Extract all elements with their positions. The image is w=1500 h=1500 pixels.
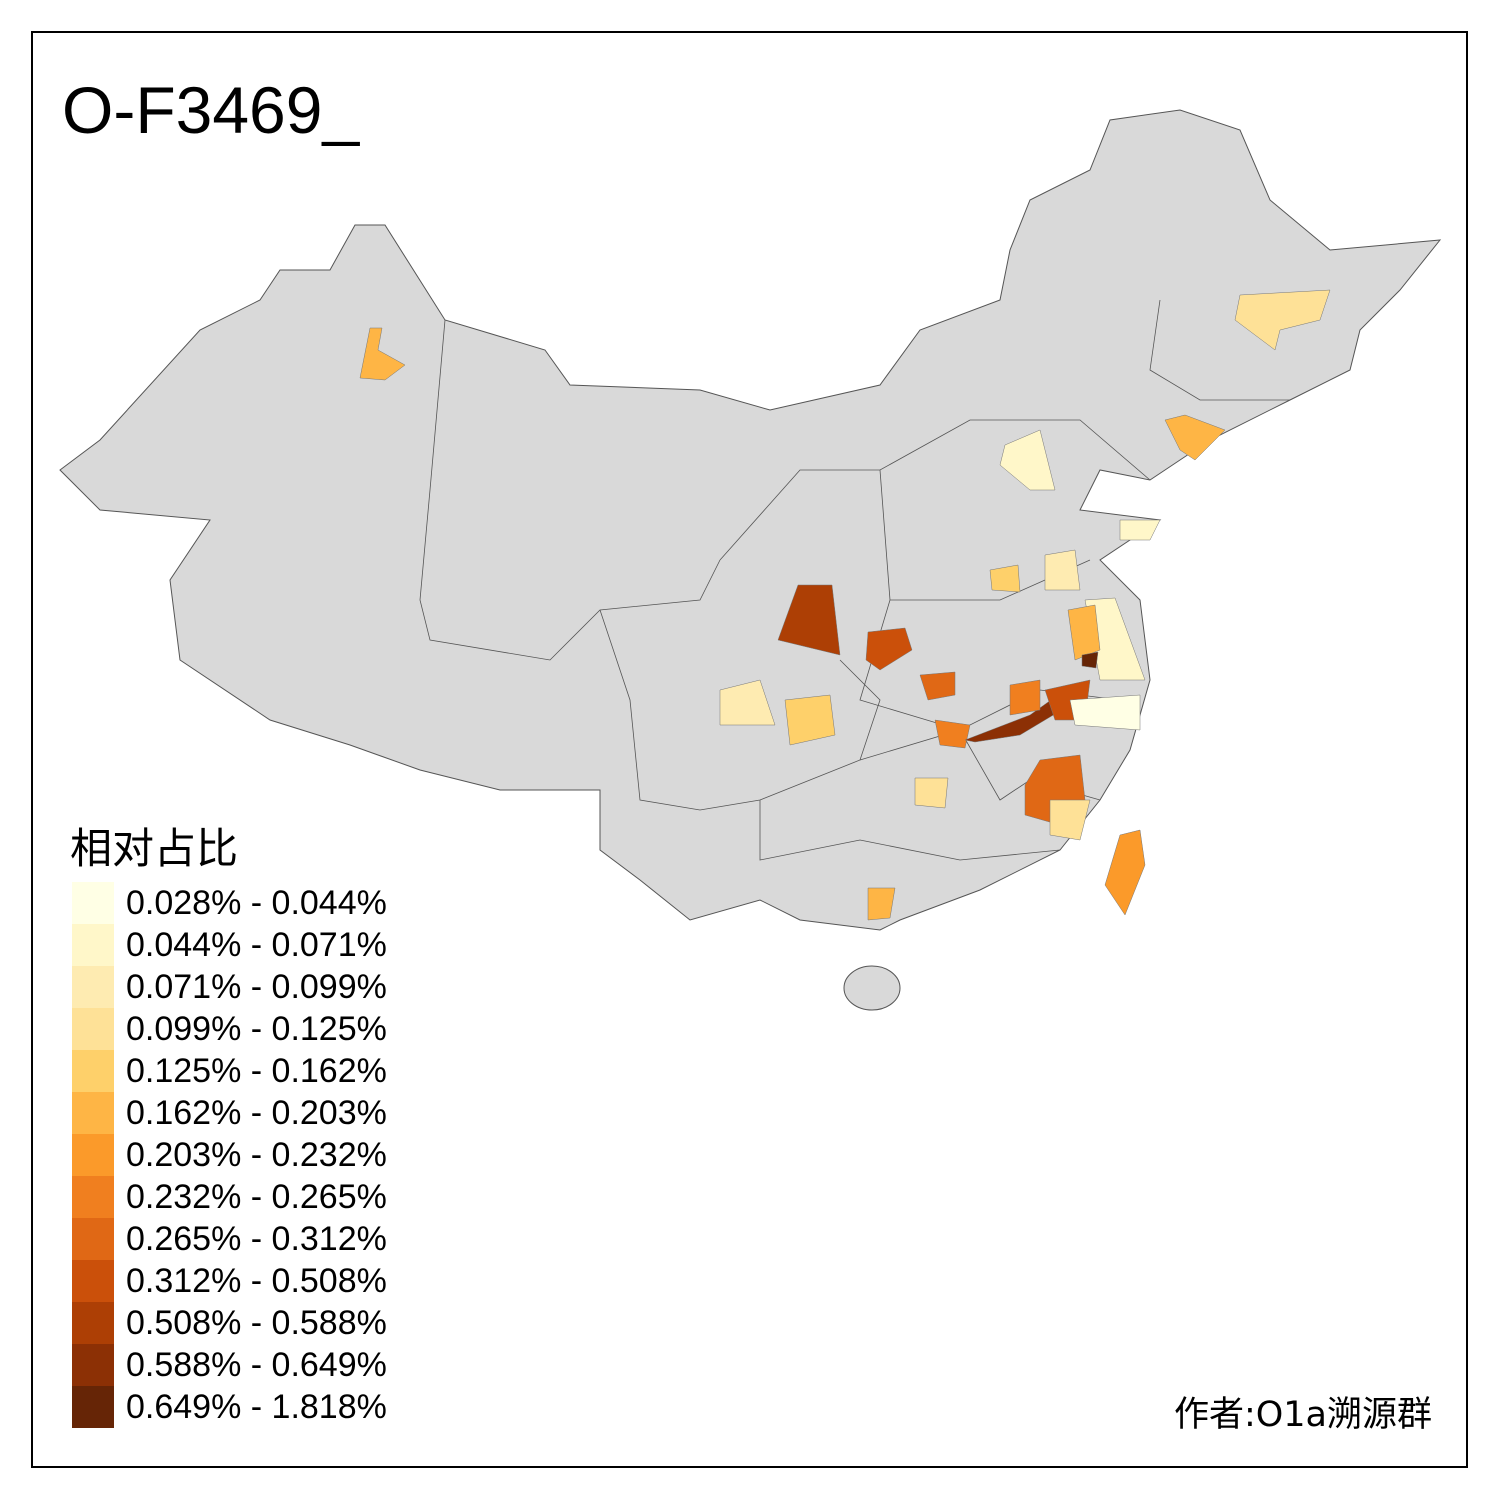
- legend-swatch: [72, 1134, 114, 1176]
- legend-label: 0.162% - 0.203%: [126, 1093, 387, 1132]
- legend-swatch: [72, 882, 114, 924]
- legend-swatch: [72, 1260, 114, 1302]
- legend-item: 0.588% - 0.649%: [72, 1344, 387, 1386]
- legend-item: 0.071% - 0.099%: [72, 966, 387, 1008]
- legend-title: 相对占比: [70, 824, 239, 873]
- region: [1044, 549, 1081, 591]
- legend-item: 0.099% - 0.125%: [72, 1008, 387, 1050]
- region: [919, 671, 956, 701]
- legend-item: 0.162% - 0.203%: [72, 1092, 387, 1134]
- region: [359, 327, 406, 381]
- legend-label: 0.508% - 0.588%: [126, 1303, 387, 1342]
- legend-swatch: [72, 966, 114, 1008]
- legend-swatch: [72, 924, 114, 966]
- legend-item: 0.028% - 0.044%: [72, 882, 387, 924]
- legend: 0.028% - 0.044% 0.044% - 0.071% 0.071% - 0…: [72, 882, 387, 1428]
- legend-swatch: [72, 1302, 114, 1344]
- legend-item: 0.232% - 0.265%: [72, 1176, 387, 1218]
- region: [777, 584, 841, 656]
- legend-label: 0.232% - 0.265%: [126, 1177, 387, 1216]
- region: [1104, 829, 1146, 916]
- legend-label: 0.265% - 0.312%: [126, 1219, 387, 1258]
- legend-swatch: [72, 1176, 114, 1218]
- legend-swatch: [72, 1344, 114, 1386]
- legend-item: 0.649% - 1.818%: [72, 1386, 387, 1428]
- region: [1081, 651, 1099, 669]
- region: [914, 777, 949, 809]
- legend-item: 0.265% - 0.312%: [72, 1218, 387, 1260]
- hainan: [843, 965, 901, 1011]
- region: [1069, 694, 1141, 731]
- legend-label: 0.588% - 0.649%: [126, 1345, 387, 1384]
- region: [784, 694, 836, 746]
- legend-label: 0.028% - 0.044%: [126, 883, 387, 922]
- legend-item: 0.508% - 0.588%: [72, 1302, 387, 1344]
- region: [1119, 519, 1161, 541]
- region: [934, 719, 971, 749]
- legend-swatch: [72, 1218, 114, 1260]
- legend-label: 0.649% - 1.818%: [126, 1387, 387, 1426]
- legend-label: 0.125% - 0.162%: [126, 1051, 387, 1090]
- legend-swatch: [72, 1092, 114, 1134]
- region: [1009, 679, 1041, 716]
- colored-regions: [359, 289, 1331, 921]
- legend-item: 0.312% - 0.508%: [72, 1260, 387, 1302]
- map-title: O-F3469_: [62, 73, 360, 147]
- region: [1067, 604, 1101, 661]
- region: [999, 429, 1056, 491]
- region: [989, 564, 1021, 593]
- region: [867, 887, 896, 921]
- author-credit: 作者:O1a溯源群: [1173, 1395, 1432, 1435]
- region: [719, 679, 776, 726]
- legend-item: 0.125% - 0.162%: [72, 1050, 387, 1092]
- legend-label: 0.071% - 0.099%: [126, 967, 387, 1006]
- region: [1049, 799, 1091, 841]
- legend-label: 0.044% - 0.071%: [126, 925, 387, 964]
- region: [865, 627, 913, 671]
- legend-swatch: [72, 1050, 114, 1092]
- legend-swatch: [72, 1386, 114, 1428]
- legend-label: 0.203% - 0.232%: [126, 1135, 387, 1174]
- region: [1234, 289, 1331, 351]
- plot-border: [31, 31, 1468, 1468]
- legend-item: 0.203% - 0.232%: [72, 1134, 387, 1176]
- legend-item: 0.044% - 0.071%: [72, 924, 387, 966]
- region: [1164, 414, 1226, 461]
- legend-swatch: [72, 1008, 114, 1050]
- legend-label: 0.099% - 0.125%: [126, 1009, 387, 1048]
- legend-label: 0.312% - 0.508%: [126, 1261, 387, 1300]
